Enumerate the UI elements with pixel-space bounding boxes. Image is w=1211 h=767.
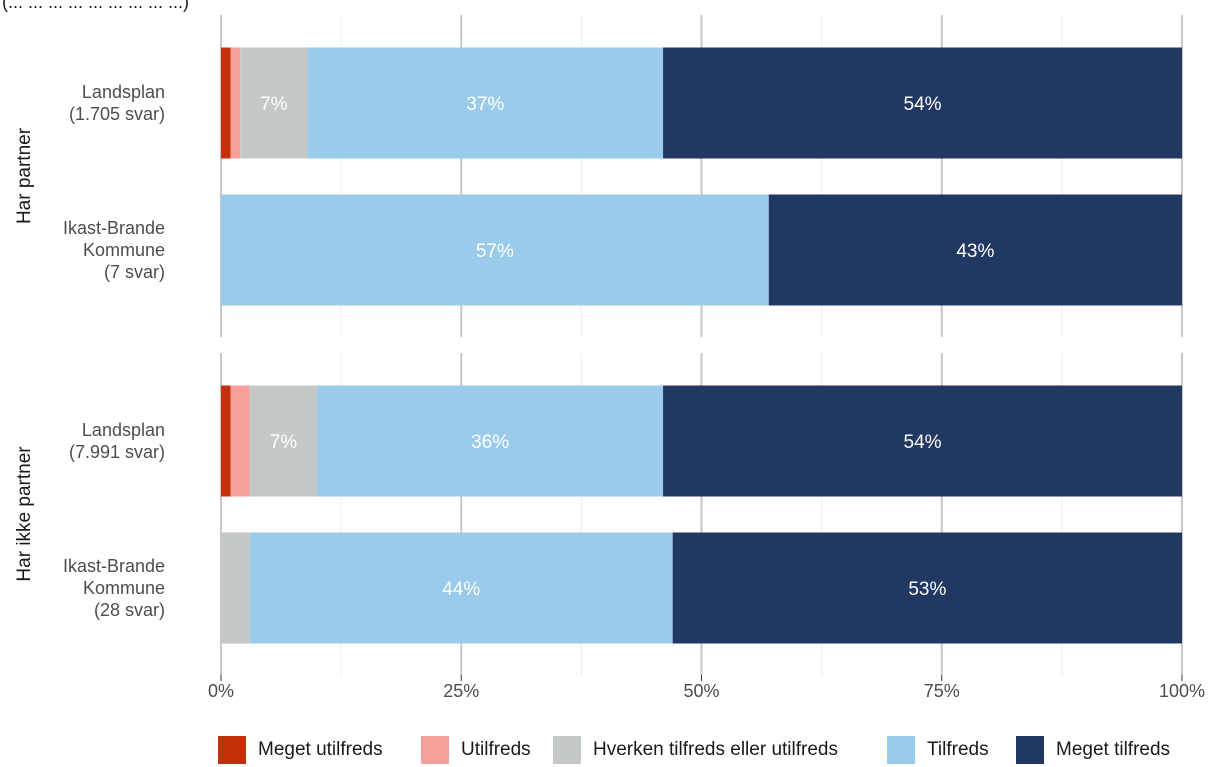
bar-segment: [663, 385, 1182, 497]
bar-segment: [221, 194, 769, 306]
legend-label: Meget tilfreds: [1056, 739, 1171, 760]
bar-segment: [230, 47, 241, 159]
bar-segment: [240, 47, 308, 159]
legend-item: Meget tilfreds: [1016, 735, 1170, 765]
legend-item: Utilfreds: [421, 735, 531, 765]
legend-item: Tilfreds: [887, 735, 989, 765]
data-label: 37%: [466, 94, 504, 115]
legend-label: Utilfreds: [461, 739, 531, 760]
legend-swatch: [887, 736, 915, 764]
category-label: Ikast-Brande Kommune (28 svar): [63, 556, 165, 620]
data-label: 7%: [260, 94, 288, 115]
bars-layer: [221, 47, 1182, 644]
legend-swatch: [421, 736, 449, 764]
x-tick-label: 75%: [924, 681, 960, 701]
facet-label: Har ikke partner: [14, 446, 35, 582]
bar-segment: [230, 385, 250, 497]
bar-segment: [307, 47, 664, 159]
x-tick-label: 100%: [1159, 681, 1205, 701]
bar-segment: [317, 385, 664, 497]
data-label: 57%: [476, 241, 514, 262]
data-label: 43%: [956, 241, 994, 262]
data-label: 7%: [270, 432, 298, 453]
legend: Meget utilfreds Utilfreds Hverken tilfreds…: [0, 735, 1211, 767]
chart-header-fragment: (... ... ... ... ... ... ... ... ...): [2, 0, 189, 12]
bar-segment: [221, 47, 231, 159]
data-label: 44%: [442, 579, 480, 600]
category-label: Landsplan (1.705 svar): [69, 82, 165, 124]
x-tick-label: 25%: [443, 681, 479, 701]
x-tick-label: 50%: [683, 681, 719, 701]
category-label: Ikast-Brande Kommune (7 svar): [63, 218, 165, 282]
x-tick-label: 0%: [208, 681, 234, 701]
bar-segment: [221, 532, 250, 644]
data-label: 53%: [908, 579, 946, 600]
bar-segment: [221, 385, 231, 497]
bar-segment: [249, 385, 318, 497]
legend-label: Meget utilfreds: [258, 739, 383, 760]
legend-item: Meget utilfreds: [218, 735, 383, 765]
legend-swatch: [1016, 736, 1044, 764]
stacked-bar-chart: (... ... ... ... ... ... ... ... ...) 7%…: [2, 0, 1205, 701]
x-axis: 0% 25% 50% 75% 100%: [208, 675, 1205, 701]
category-label: Landsplan (7.991 svar): [69, 420, 165, 462]
data-label: 54%: [904, 432, 942, 453]
data-label: 54%: [904, 94, 942, 115]
bar-segment: [768, 194, 1182, 306]
facet-label: Har partner: [14, 127, 35, 224]
legend-swatch: [218, 736, 246, 764]
labels-layer: 7% 37% 54% Landsplan (1.705 svar) 57% 43% Ikast…: [14, 82, 995, 620]
bar-segment: [672, 532, 1182, 644]
data-label: 36%: [471, 432, 509, 453]
legend-label: Hverken tilfreds eller utilfreds: [593, 739, 838, 760]
legend-swatch: [553, 736, 581, 764]
legend-item: Hverken tilfreds eller utilfreds: [553, 735, 838, 765]
bar-segment: [663, 47, 1182, 159]
legend-label: Tilfreds: [927, 739, 989, 760]
bar-segment: [249, 532, 673, 644]
